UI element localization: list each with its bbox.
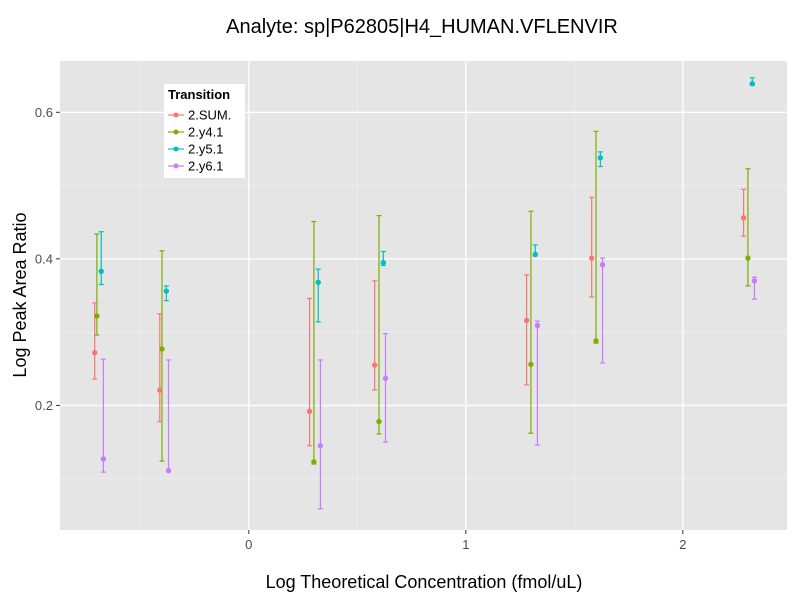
data-point [593,338,599,344]
x-axis-title: Log Theoretical Concentration (fmol/uL) [266,572,583,592]
data-point [100,456,107,462]
data-point [523,317,530,324]
grid-major [60,61,787,530]
y-axis-title: Log Peak Area Ratio [10,212,30,377]
data-point [740,215,747,221]
legend-label: 2.y6.1 [188,159,223,174]
data-point [751,278,758,284]
y-tick-label: 0.6 [35,105,53,120]
data-point [159,346,165,352]
data-point [92,349,98,356]
grid-minor [60,61,787,530]
legend-label: 2.y4.1 [188,125,223,140]
legend-label: 2.SUM. [188,108,231,123]
data-point [98,268,104,275]
legend-title: Transition [168,87,230,102]
data-points [92,81,758,474]
data-point [597,155,604,161]
data-point [376,418,382,425]
data-point [315,279,321,286]
data-point [317,443,324,449]
data-point [306,408,313,414]
error-bars [92,77,757,510]
data-point [749,81,755,87]
y-tick-label: 0.4 [35,251,53,266]
data-point [532,251,538,258]
data-point [534,322,541,329]
data-point [311,459,317,465]
chart-title: Analyte: sp|P62805|H4_HUMAN.VFLENVIR [226,16,618,38]
legend-label: 2.y5.1 [188,142,223,157]
y-tick-label: 0.2 [35,398,53,413]
data-point [745,255,751,261]
data-point [371,362,378,368]
legend-key-point [173,112,179,118]
legend-items: 2.SUM. 2.y4.1 2.y5.1 2.y6.1 [168,108,231,174]
x-tick-label: 0 [245,537,252,552]
data-point [599,262,606,268]
y-axis-ticks: 0.2 0.4 0.6 [35,105,60,413]
data-point [528,361,534,368]
data-point [163,288,170,294]
data-point [380,259,387,266]
data-point [382,375,389,382]
legend-key-point [173,163,179,169]
legend: Transition 2.SUM. 2.y4.1 2.y5.1 2.y6.1 [164,84,245,178]
x-axis-ticks: 0 1 2 [245,530,686,552]
data-point [165,467,172,474]
x-tick-label: 2 [679,537,686,552]
data-point [588,255,595,261]
legend-key-point [173,146,179,152]
data-point [94,313,100,319]
legend-key-point [173,129,179,135]
x-tick-label: 1 [462,537,469,552]
data-point [157,387,163,393]
